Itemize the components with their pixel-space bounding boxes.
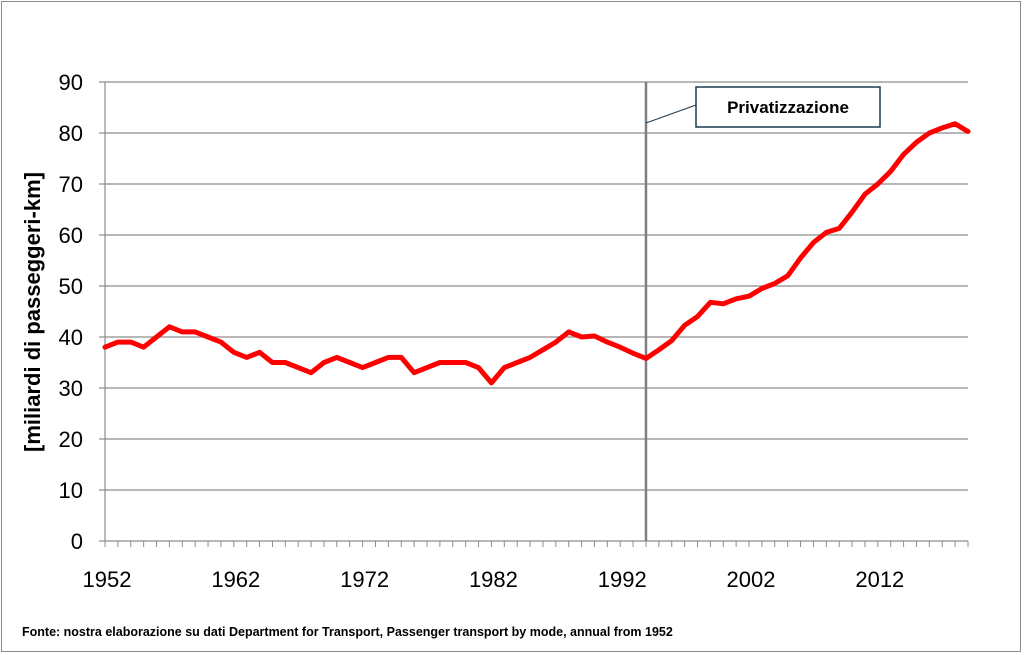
x-tick-label: 1982	[469, 567, 518, 592]
source-note: Fonte: nostra elaborazione su dati Depar…	[22, 625, 673, 639]
y-tick-label: 70	[59, 172, 83, 197]
annotation-box	[695, 86, 881, 128]
gridlines	[105, 81, 968, 491]
annotation-layer: Privatizzazione	[644, 82, 881, 541]
annotation-label: Privatizzazione	[727, 98, 849, 117]
y-tick-label: 10	[59, 478, 83, 503]
x-tick-label: 1972	[340, 567, 389, 592]
y-tick-label: 50	[59, 274, 83, 299]
y-tick-label: 90	[59, 70, 83, 95]
y-tick-label: 80	[59, 121, 83, 146]
y-tick-label: 20	[59, 427, 83, 452]
y-tick-label: 0	[71, 529, 83, 554]
x-tick-label: 1962	[211, 567, 260, 592]
x-tick-label: 2002	[727, 567, 776, 592]
tick-labels: 0 10 20 30 40 50 60 70 80 90 1952 1962 1972 1982 1992 2…	[59, 70, 905, 592]
y-axis-label: [miliardi di passeggeri-km]	[20, 172, 45, 452]
x-tick-label: 1992	[598, 567, 647, 592]
x-tick-label: 2012	[855, 567, 904, 592]
series-layer	[102, 121, 971, 386]
axes	[99, 81, 969, 547]
x-tick-label: 1952	[83, 567, 132, 592]
series-line-0	[102, 121, 971, 386]
y-tick-label: 60	[59, 223, 83, 248]
annotation-leader-line	[645, 104, 697, 124]
y-tick-label: 30	[59, 376, 83, 401]
y-tick-label: 40	[59, 325, 83, 350]
